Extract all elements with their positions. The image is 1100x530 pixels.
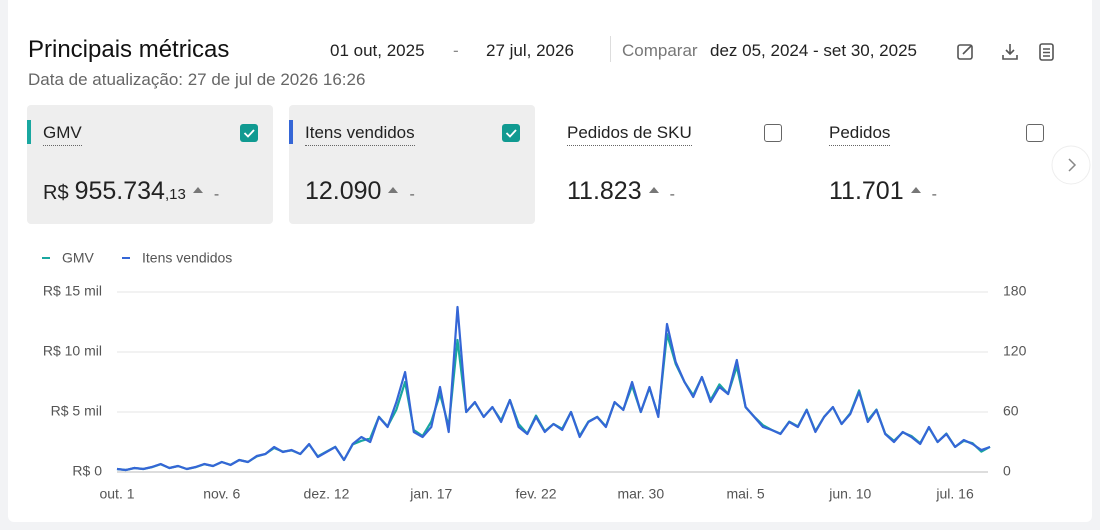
value: 11.823 [567,177,642,205]
title: Principais métricas [28,36,230,63]
metric-color-bar [27,120,31,144]
metric-value: 11.823 - [567,177,675,206]
metric-value: 11.701 - [829,177,937,206]
series-line [116,332,991,472]
legend-label: GMV [62,250,95,266]
change-icon [192,187,203,193]
metric-value: 12.090 - [305,177,415,206]
x-tick-label: dez. 12 [304,486,350,502]
y2-tick-label: 120 [1003,343,1027,359]
x-tick-label: out. 1 [99,486,134,502]
x-tick-label: nov. 6 [203,486,240,502]
checkbox[interactable] [1026,124,1044,142]
metric-card[interactable]: Pedidos 11.701 - [813,105,1059,224]
toolbar-icons [957,43,1054,61]
divider [610,36,611,62]
report-icon[interactable] [1039,43,1054,61]
x-tick-label: mar. 30 [617,486,664,502]
date-start[interactable]: 01 out, 2025 [330,41,425,60]
checkbox[interactable] [240,124,258,142]
next-button[interactable] [1051,145,1091,185]
y2-tick-label: 0 [1003,463,1011,479]
value: 11.701 [829,177,904,205]
y-tick-label: R$ 10 mil [43,343,102,359]
metric-name: GMV [43,123,82,146]
decimals: ,13 [164,186,186,203]
x-tick-label: jun. 10 [828,486,871,502]
checkbox[interactable] [764,124,782,142]
change-icon [910,187,921,193]
check-mark [505,129,517,138]
date-end[interactable]: 27 jul, 2026 [486,41,574,60]
change-icon [648,187,659,193]
currency: R$ [43,182,69,204]
y-tick-label: R$ 15 mil [43,283,102,299]
metric-card[interactable]: Itens vendidos 12.090 - [289,105,535,224]
value: 955.734 [74,177,165,205]
metric-card[interactable]: GMV R$ 955.734,13 - [27,105,273,224]
metrics-panel: Principais métricas Data de atualização:… [8,0,1092,522]
y-tick-label: R$ 0 [72,463,102,479]
change: - [213,186,220,203]
compare-label[interactable]: Comparar [622,41,698,60]
x-tick-label: jul. 16 [935,486,974,502]
y2-tick-label: 180 [1003,283,1027,299]
x-tick-label: jan. 17 [409,486,452,502]
checkbox[interactable] [502,124,520,142]
check-mark [243,129,255,138]
change: - [409,186,415,203]
y2-tick-label: 60 [1003,403,1019,419]
y-tick-label: R$ 5 mil [51,403,102,419]
x-tick-label: mai. 5 [726,486,764,502]
value: 12.090 [305,177,382,205]
metric-card[interactable]: Pedidos de SKU 11.823 - [551,105,797,224]
change: - [931,186,937,203]
change: - [669,186,675,203]
compare-range[interactable]: dez 05, 2024 - set 30, 2025 [710,41,917,60]
metric-name: Itens vendidos [305,123,415,146]
download-icon[interactable] [1002,44,1018,60]
series-line [116,305,991,472]
date-separator: - [453,41,459,60]
metric-value: R$ 955.734,13 - [43,177,219,206]
metric-name: Pedidos [829,123,891,146]
metric-name: Pedidos de SKU [567,123,692,146]
legend-label: Itens vendidos [142,250,232,266]
edit-icon[interactable] [957,44,973,60]
metric-color-bar [289,120,293,144]
x-tick-label: fev. 22 [516,486,557,502]
change-icon [388,187,399,193]
update-time: Data de atualização: 27 de jul de 2026 1… [28,70,366,89]
